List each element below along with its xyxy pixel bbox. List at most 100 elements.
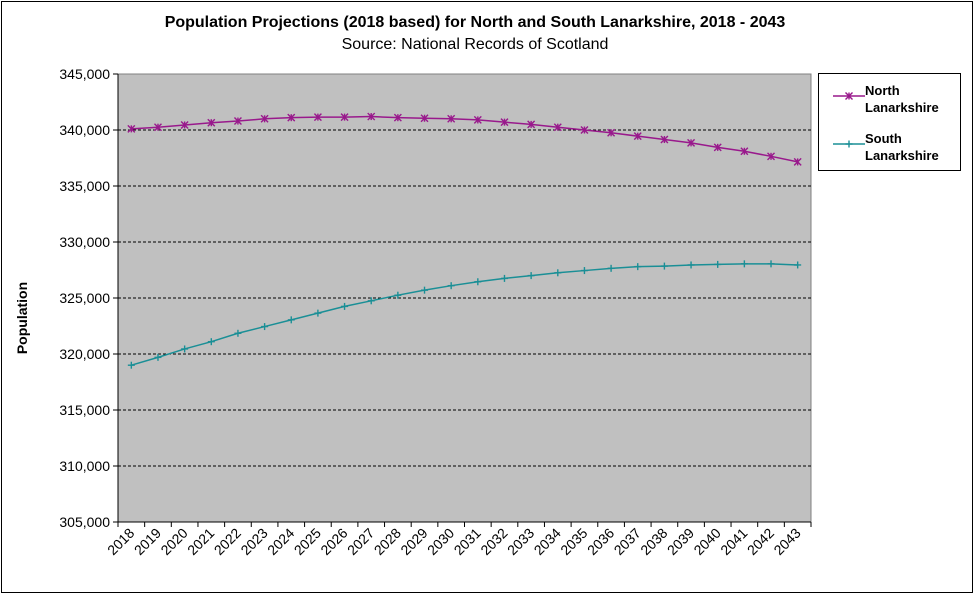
x-tick-label: 2019: [131, 525, 164, 558]
series-line-north: [131, 115, 798, 163]
y-tick-label: 305,000: [59, 514, 110, 530]
data-point-north: [793, 157, 802, 166]
data-point-south: [474, 278, 482, 286]
y-tick-label: 310,000: [59, 458, 110, 474]
data-point-north: [153, 123, 162, 132]
data-point-north: [660, 135, 669, 144]
y-tick-label: 330,000: [59, 234, 110, 250]
y-tick-label: 325,000: [59, 290, 110, 306]
y-tick-label: 315,000: [59, 402, 110, 418]
x-tick-label: 2039: [664, 525, 697, 558]
data-point-south: [207, 338, 215, 346]
legend-label-south-line1: South: [865, 131, 902, 146]
legend-item-north-lanarkshire: North Lanarkshire: [819, 82, 959, 116]
legend-item-south-lanarkshire: South Lanarkshire: [819, 130, 959, 164]
x-tick-label: 2037: [611, 525, 644, 558]
data-point-south: [181, 345, 189, 353]
data-point-south: [607, 264, 615, 272]
data-point-south: [714, 260, 722, 268]
data-point-north: [553, 123, 562, 132]
x-tick-label: 2034: [531, 525, 564, 558]
data-point-north: [767, 152, 776, 161]
data-point-south: [767, 260, 775, 268]
chart-title: Population Projections (2018 based) for …: [164, 14, 786, 31]
x-tick-label: 2023: [237, 525, 270, 558]
data-point-north: [420, 114, 429, 123]
data-point-south: [580, 267, 588, 275]
x-tick-label: 2029: [397, 525, 430, 558]
x-tick-label: 2022: [211, 525, 244, 558]
x-tick-label: 2038: [637, 525, 670, 558]
chart-subtitle: Source: National Records of Scotland: [341, 36, 609, 53]
data-point-north: [313, 113, 322, 122]
legend-swatch-north: [833, 92, 865, 100]
data-point-south: [394, 291, 402, 299]
x-tick-label: 2024: [264, 525, 297, 558]
data-point-north: [607, 128, 616, 137]
data-point-south: [234, 329, 242, 337]
data-point-north: [473, 115, 482, 124]
legend-label-north: North Lanarkshire: [865, 82, 959, 116]
data-point-south: [794, 261, 802, 269]
legend-label-south: South Lanarkshire: [865, 130, 959, 164]
x-tick-label: 2026: [317, 525, 350, 558]
legend-marker: [845, 140, 853, 148]
data-point-north: [447, 114, 456, 123]
legend-swatch-south: [833, 140, 865, 148]
data-point-north: [393, 113, 402, 122]
x-tick-label: 2020: [157, 525, 190, 558]
data-point-south: [314, 309, 322, 317]
data-point-south: [687, 261, 695, 269]
data-point-north: [287, 113, 296, 122]
data-point-north: [340, 113, 349, 122]
x-tick-label: 2035: [557, 525, 590, 558]
data-point-north: [233, 117, 242, 126]
series-line-south: [131, 263, 798, 366]
legend-label-north-line2: Lanarkshire: [865, 100, 939, 115]
y-tick-label: 340,000: [59, 122, 110, 138]
data-point-south: [740, 260, 748, 268]
legend: North Lanarkshire South Lanarkshire: [818, 73, 961, 171]
data-point-south: [287, 316, 295, 324]
x-tick-label: 2041: [717, 525, 750, 558]
data-point-south: [527, 272, 535, 280]
x-tick-label: 2040: [690, 525, 723, 558]
x-tick-label: 2025: [291, 525, 324, 558]
x-tick-label: 2032: [477, 525, 510, 558]
data-point-north: [367, 112, 376, 121]
data-point-north: [260, 114, 269, 123]
x-tick-label: 2028: [371, 525, 404, 558]
y-tick-label: 345,000: [59, 66, 110, 82]
data-point-south: [447, 282, 455, 290]
legend-marker: [845, 92, 853, 100]
x-tick-label: 2033: [504, 525, 537, 558]
x-tick-label: 2042: [744, 525, 777, 558]
data-point-south: [261, 323, 269, 331]
data-point-north: [740, 147, 749, 156]
data-point-north: [580, 126, 589, 134]
data-point-south: [500, 274, 508, 282]
legend-label-south-line2: Lanarkshire: [865, 148, 939, 163]
data-point-south: [660, 262, 668, 270]
legend-label-north-line1: North: [865, 83, 900, 98]
data-point-south: [554, 269, 562, 277]
data-point-north: [127, 124, 136, 133]
data-point-north: [180, 120, 189, 129]
x-tick-label: 2036: [584, 525, 617, 558]
y-tick-label: 335,000: [59, 178, 110, 194]
data-point-north: [527, 120, 536, 129]
data-point-north: [713, 143, 722, 152]
data-point-north: [687, 138, 696, 147]
data-point-south: [154, 353, 162, 361]
x-tick-label: 2030: [424, 525, 457, 558]
x-tick-label: 2031: [451, 525, 484, 558]
data-point-south: [367, 297, 375, 305]
data-point-south: [341, 302, 349, 310]
data-point-north: [207, 118, 216, 127]
x-tick-label: 2027: [344, 525, 377, 558]
x-tick-label: 2021: [184, 525, 217, 558]
data-point-south: [421, 286, 429, 294]
data-point-south: [634, 263, 642, 271]
data-point-north: [633, 132, 642, 141]
x-tick-label: 2043: [770, 525, 803, 558]
